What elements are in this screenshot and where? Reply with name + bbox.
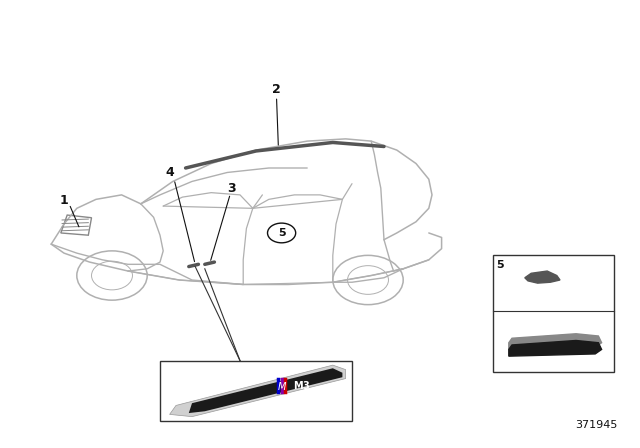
Polygon shape bbox=[525, 271, 560, 283]
FancyBboxPatch shape bbox=[160, 361, 352, 421]
Text: 5: 5 bbox=[278, 228, 285, 238]
Text: 371945: 371945 bbox=[575, 420, 618, 430]
Polygon shape bbox=[509, 334, 602, 349]
Polygon shape bbox=[170, 365, 346, 417]
Text: $\mathbf{{\it M}}$: $\mathbf{{\it M}}$ bbox=[276, 380, 287, 392]
Text: 3: 3 bbox=[227, 181, 236, 195]
Polygon shape bbox=[509, 340, 602, 356]
Text: 5: 5 bbox=[496, 260, 504, 270]
Text: $\mathbf{M3}$: $\mathbf{M3}$ bbox=[293, 379, 311, 391]
Text: 2: 2 bbox=[272, 83, 281, 96]
Polygon shape bbox=[189, 368, 342, 413]
FancyBboxPatch shape bbox=[493, 255, 614, 372]
Circle shape bbox=[268, 223, 296, 243]
Text: 4: 4 bbox=[165, 166, 174, 179]
Text: 1: 1 bbox=[60, 194, 68, 207]
